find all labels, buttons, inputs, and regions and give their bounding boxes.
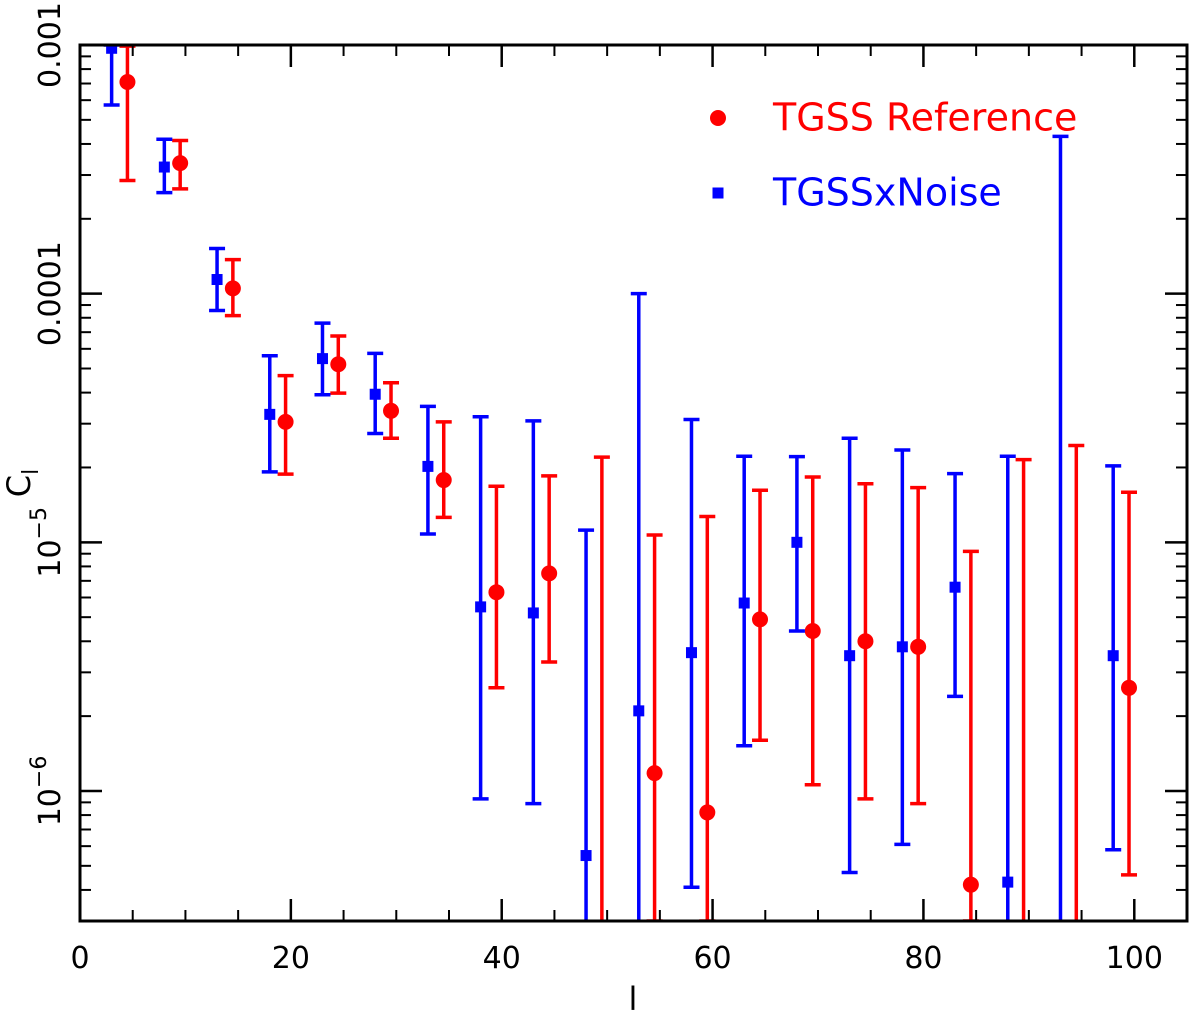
data-point <box>541 565 558 582</box>
data-point <box>277 413 294 430</box>
data-point <box>1002 876 1014 888</box>
x-tick-label: 20 <box>272 941 310 976</box>
x-tick-label: 100 <box>1106 941 1163 976</box>
legend-item: TGSSxNoise <box>712 171 1002 215</box>
y-tick-label: 10−6 <box>27 756 68 827</box>
data-point <box>910 638 927 655</box>
data-point <box>685 647 697 659</box>
data-point <box>369 388 381 400</box>
data-point <box>527 607 539 619</box>
legend-marker <box>710 110 726 126</box>
data-point <box>738 597 750 609</box>
data-point <box>158 161 170 173</box>
data-point <box>106 45 118 54</box>
data-point <box>172 155 189 172</box>
data-point <box>119 73 136 90</box>
x-tick-label: 60 <box>693 941 731 976</box>
legend: TGSS Reference TGSSxNoise <box>710 96 1077 215</box>
data-point <box>1068 957 1084 973</box>
series-layer <box>103 45 1138 973</box>
data-point <box>804 622 821 639</box>
data-point <box>1121 679 1138 696</box>
data-point <box>752 611 769 628</box>
legend-marker <box>712 187 724 199</box>
data-point <box>1016 957 1032 973</box>
plot-frame <box>78 43 1189 923</box>
x-tick-label: 40 <box>483 941 521 976</box>
data-point <box>211 274 223 286</box>
y-axis-title: Cl <box>0 469 44 497</box>
data-point <box>475 601 487 613</box>
y-tick-label: 0.0001 <box>33 241 68 346</box>
x-axis-title: l <box>629 980 638 1014</box>
data-point <box>422 460 434 472</box>
data-point <box>1055 959 1066 970</box>
y-tick-label: 0.001 <box>33 2 68 88</box>
data-point <box>580 850 592 862</box>
data-point <box>488 584 505 601</box>
y-tick-label: 10−5 <box>27 507 68 578</box>
legend-label: TGSSxNoise <box>772 171 1002 215</box>
data-point <box>699 804 716 821</box>
legend-label: TGSS Reference <box>772 96 1077 140</box>
data-point <box>316 353 328 365</box>
series-tgss-reference <box>119 45 1138 973</box>
data-point <box>896 641 908 653</box>
series-tgssxnoise <box>103 45 1122 970</box>
data-point <box>594 957 610 973</box>
x-tick-label: 80 <box>904 941 942 976</box>
data-point <box>949 581 961 593</box>
data-point <box>264 408 276 420</box>
x-tick-label: 0 <box>70 941 89 976</box>
data-point <box>1107 650 1119 662</box>
data-point <box>633 705 645 717</box>
data-point <box>791 536 803 548</box>
data-point <box>962 876 979 893</box>
data-point <box>646 765 663 782</box>
legend-item: TGSS Reference <box>710 96 1077 140</box>
data-point <box>857 633 874 650</box>
data-point <box>435 472 452 489</box>
data-point <box>844 650 856 662</box>
data-point <box>383 402 400 419</box>
data-point <box>330 356 347 373</box>
data-point <box>224 280 241 297</box>
